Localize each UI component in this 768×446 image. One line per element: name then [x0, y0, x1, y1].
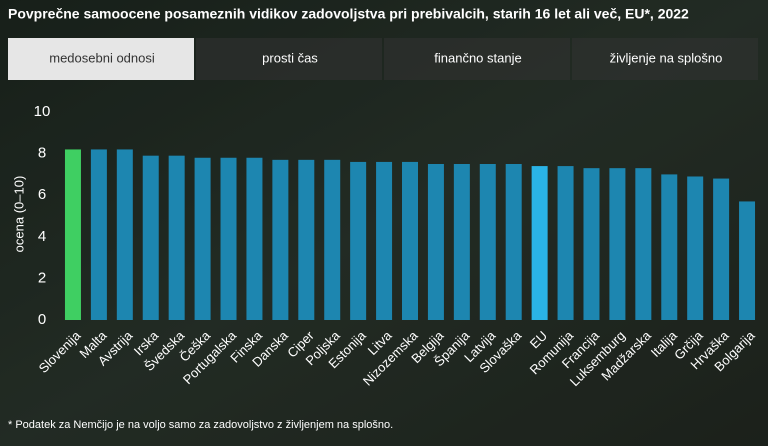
bar: [116, 149, 133, 320]
chart-title: Povprečne samoocene posameznih vidikov z…: [8, 6, 689, 22]
y-tick-label: 8: [38, 145, 46, 162]
tab[interactable]: [8, 38, 194, 80]
y-tick-label: 10: [34, 103, 51, 120]
y-axis-label: ocena (0–10): [11, 176, 26, 253]
bar: [687, 176, 704, 320]
bar: [246, 157, 263, 320]
bar: [90, 149, 107, 320]
tab-label[interactable]: medosebni odnosi: [49, 50, 155, 65]
bar: [220, 157, 237, 320]
bar: [324, 159, 341, 320]
bar: [635, 168, 652, 320]
bar: [64, 149, 81, 320]
y-tick-label: 0: [38, 311, 46, 328]
bar: [739, 201, 756, 320]
y-tick-label: 6: [38, 186, 46, 203]
tab-label[interactable]: življenje na splošno: [610, 50, 723, 65]
bar: [505, 164, 522, 320]
bar: [194, 157, 211, 320]
bar: [531, 166, 548, 320]
footnote: * Podatek za Nemčijo je na voljo samo za…: [8, 419, 393, 431]
tab-label[interactable]: prosti čas: [262, 50, 318, 65]
bar: [350, 161, 367, 320]
tab[interactable]: [572, 38, 758, 80]
bar: [427, 164, 444, 320]
bar: [453, 164, 470, 320]
y-tick-label: 2: [38, 269, 46, 286]
y-tick-label: 4: [38, 228, 46, 245]
bar: [557, 166, 574, 320]
bar: [713, 178, 730, 320]
tab[interactable]: [384, 38, 570, 80]
bar: [661, 174, 678, 320]
bar: [298, 159, 315, 320]
tab-label[interactable]: finančno stanje: [434, 50, 521, 65]
bar: [168, 155, 185, 320]
bar: [583, 168, 600, 320]
bar: [142, 155, 159, 320]
bar: [272, 159, 289, 320]
bar: [479, 164, 496, 320]
tab[interactable]: [196, 38, 382, 80]
bar: [402, 161, 418, 320]
bar: [376, 161, 393, 320]
bar: [609, 168, 626, 320]
